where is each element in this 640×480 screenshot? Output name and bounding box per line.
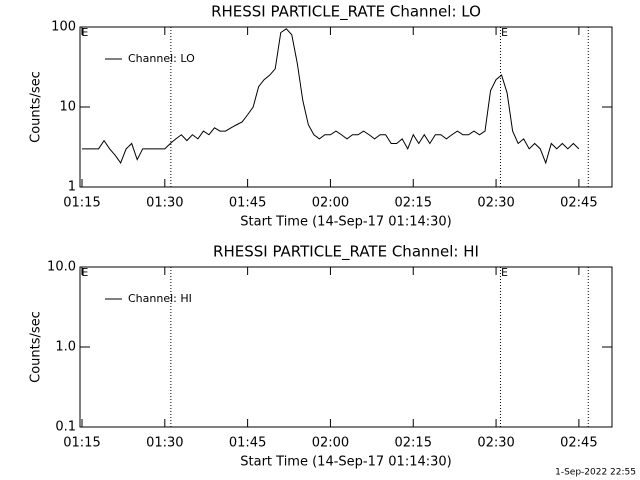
chart-title: RHESSI PARTICLE_RATE Channel: HI — [213, 243, 479, 262]
x-tick-label: 02:00 — [312, 436, 349, 451]
x-tick-label: 02:45 — [560, 436, 597, 451]
x-tick-label: 02:30 — [477, 436, 514, 451]
y-tick-label: 1.0 — [55, 340, 76, 355]
x-tick-label: 01:45 — [229, 196, 266, 211]
annotation: E — [81, 266, 88, 279]
annotation: E — [501, 266, 508, 279]
y-tick-label: 100 — [51, 20, 76, 35]
x-tick-label: 01:30 — [146, 196, 183, 211]
y-tick-label: 1 — [68, 180, 76, 195]
x-tick-label: 01:30 — [146, 436, 183, 451]
y-axis-label: Counts/sec — [29, 311, 44, 383]
x-tick-label: 01:45 — [229, 436, 266, 451]
x-tick-label: 02:15 — [395, 196, 432, 211]
x-tick-label: 02:30 — [477, 196, 514, 211]
x-axis-label: Start Time (14-Sep-17 01:14:30) — [240, 455, 451, 470]
x-tick-label: 02:00 — [312, 196, 349, 211]
x-tick-label: 02:45 — [560, 196, 597, 211]
footer: 1-Sep-2022 22:55 — [555, 468, 636, 478]
x-axis-label: Start Time (14-Sep-17 01:14:30) — [240, 215, 451, 230]
x-tick-label: 02:15 — [395, 436, 432, 451]
y-tick-label: 0.1 — [55, 420, 76, 435]
chart-title: RHESSI PARTICLE_RATE Channel: LO — [211, 3, 481, 22]
y-tick-label: 10.0 — [47, 260, 76, 275]
legend-label: Channel: LO — [128, 52, 195, 65]
x-tick-label: 01:15 — [63, 436, 100, 451]
x-tick-label: 01:15 — [63, 196, 100, 211]
annotation: E — [81, 26, 88, 39]
annotation: E — [501, 26, 508, 39]
data-line — [81, 28, 580, 165]
legend-label: Channel: HI — [128, 292, 192, 305]
y-axis-label: Counts/sec — [29, 71, 44, 143]
y-tick-label: 10 — [59, 100, 76, 115]
